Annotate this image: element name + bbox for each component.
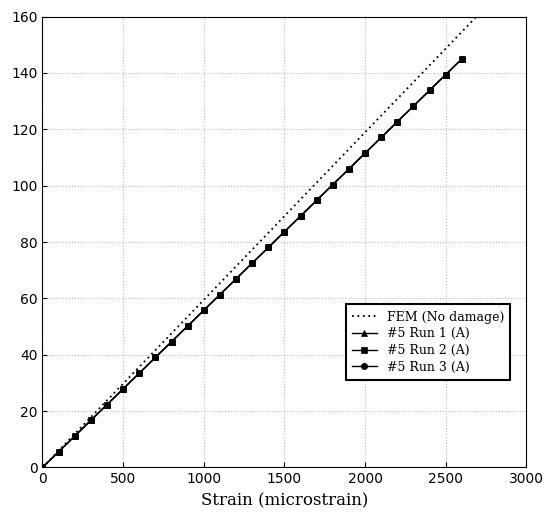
#5 Run 2 (A): [281, 229, 287, 235]
#5 Run 1 (A): [184, 323, 191, 329]
#5 Run 2 (A): [120, 386, 127, 392]
#5 Run 1 (A): [200, 307, 207, 314]
#5 Run 2 (A): [426, 87, 433, 94]
X-axis label: Strain (microstrain): Strain (microstrain): [201, 492, 368, 509]
#5 Run 2 (A): [152, 354, 159, 360]
#5 Run 2 (A): [168, 339, 175, 345]
#5 Run 1 (A): [136, 370, 143, 376]
#5 Run 1 (A): [346, 166, 352, 172]
#5 Run 2 (A): [330, 181, 336, 188]
#5 Run 2 (A): [314, 197, 320, 203]
#5 Run 3 (A): [297, 213, 304, 219]
#5 Run 3 (A): [314, 197, 320, 203]
#5 Run 2 (A): [88, 417, 94, 423]
#5 Run 3 (A): [120, 386, 127, 392]
#5 Run 1 (A): [249, 260, 255, 266]
#5 Run 1 (A): [378, 134, 385, 140]
#5 Run 3 (A): [426, 87, 433, 94]
#5 Run 2 (A): [39, 464, 46, 471]
#5 Run 2 (A): [362, 150, 369, 157]
#5 Run 3 (A): [104, 401, 110, 408]
#5 Run 2 (A): [442, 71, 449, 77]
#5 Run 1 (A): [152, 354, 159, 360]
FEM (No damage): [157, 342, 164, 348]
#5 Run 2 (A): [346, 166, 352, 172]
Line: #5 Run 2 (A): #5 Run 2 (A): [39, 56, 465, 471]
Legend: FEM (No damage), #5 Run 1 (A), #5 Run 2 (A), #5 Run 3 (A): FEM (No damage), #5 Run 1 (A), #5 Run 2 …: [346, 304, 511, 380]
#5 Run 2 (A): [297, 213, 304, 219]
#5 Run 1 (A): [410, 103, 417, 109]
#5 Run 3 (A): [39, 464, 46, 471]
#5 Run 2 (A): [249, 260, 255, 266]
#5 Run 1 (A): [39, 464, 46, 471]
#5 Run 1 (A): [265, 244, 271, 251]
#5 Run 3 (A): [184, 323, 191, 329]
#5 Run 3 (A): [56, 449, 62, 455]
#5 Run 1 (A): [314, 197, 320, 203]
#5 Run 1 (A): [297, 213, 304, 219]
#5 Run 3 (A): [442, 71, 449, 77]
#5 Run 3 (A): [200, 307, 207, 314]
#5 Run 3 (A): [281, 229, 287, 235]
#5 Run 1 (A): [168, 339, 175, 345]
#5 Run 3 (A): [394, 119, 401, 125]
#5 Run 3 (A): [72, 433, 78, 439]
Line: #5 Run 1 (A): #5 Run 1 (A): [39, 56, 465, 471]
#5 Run 3 (A): [346, 166, 352, 172]
#5 Run 3 (A): [410, 103, 417, 109]
#5 Run 1 (A): [330, 181, 336, 188]
Line: #5 Run 3 (A): #5 Run 3 (A): [39, 56, 465, 471]
#5 Run 1 (A): [458, 56, 465, 62]
FEM (No damage): [39, 464, 46, 471]
#5 Run 1 (A): [104, 401, 110, 408]
#5 Run 2 (A): [458, 56, 465, 62]
#5 Run 1 (A): [426, 87, 433, 94]
#5 Run 3 (A): [168, 339, 175, 345]
#5 Run 2 (A): [378, 134, 385, 140]
#5 Run 1 (A): [281, 229, 287, 235]
#5 Run 3 (A): [362, 150, 369, 157]
#5 Run 2 (A): [72, 433, 78, 439]
#5 Run 3 (A): [378, 134, 385, 140]
FEM (No damage): [483, 4, 490, 10]
#5 Run 1 (A): [362, 150, 369, 157]
#5 Run 3 (A): [458, 56, 465, 62]
FEM (No damage): [122, 379, 128, 385]
#5 Run 1 (A): [394, 119, 401, 125]
#5 Run 3 (A): [216, 292, 223, 298]
#5 Run 1 (A): [233, 276, 239, 282]
#5 Run 3 (A): [152, 354, 159, 360]
#5 Run 1 (A): [442, 71, 449, 77]
#5 Run 2 (A): [136, 370, 143, 376]
#5 Run 3 (A): [249, 260, 255, 266]
#5 Run 3 (A): [233, 276, 239, 282]
#5 Run 2 (A): [233, 276, 239, 282]
FEM (No damage): [461, 27, 467, 33]
#5 Run 2 (A): [216, 292, 223, 298]
#5 Run 3 (A): [88, 417, 94, 423]
#5 Run 1 (A): [56, 449, 62, 455]
#5 Run 3 (A): [136, 370, 143, 376]
FEM (No damage): [445, 43, 452, 49]
#5 Run 2 (A): [394, 119, 401, 125]
#5 Run 1 (A): [88, 417, 94, 423]
#5 Run 3 (A): [330, 181, 336, 188]
#5 Run 1 (A): [216, 292, 223, 298]
#5 Run 2 (A): [104, 401, 110, 408]
FEM (No damage): [66, 437, 73, 443]
#5 Run 1 (A): [120, 386, 127, 392]
#5 Run 2 (A): [56, 449, 62, 455]
Line: FEM (No damage): FEM (No damage): [43, 7, 486, 467]
#5 Run 2 (A): [200, 307, 207, 314]
#5 Run 2 (A): [265, 244, 271, 251]
#5 Run 2 (A): [184, 323, 191, 329]
FEM (No damage): [57, 446, 64, 452]
#5 Run 3 (A): [265, 244, 271, 251]
#5 Run 2 (A): [410, 103, 417, 109]
#5 Run 1 (A): [72, 433, 78, 439]
